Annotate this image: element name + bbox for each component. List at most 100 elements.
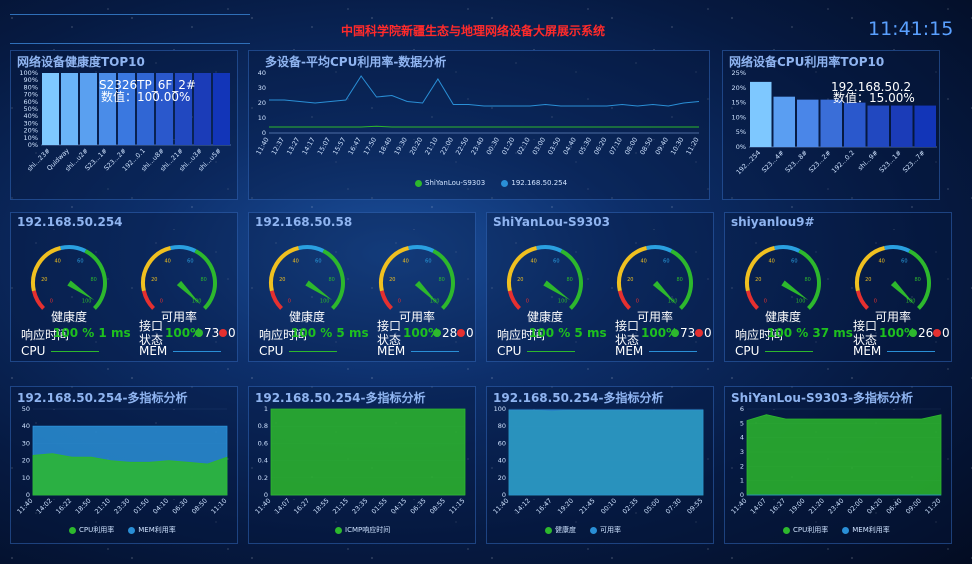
legend-item[interactable]: MEM利用率 [842, 526, 890, 534]
gauge-arc [908, 249, 931, 310]
x-tick-label: 02:00 [846, 497, 865, 516]
panel-title: 192.168.50.254-多指标分析 [493, 391, 664, 405]
y-tick-label: 20% [24, 127, 38, 135]
x-tick-label: 23:40 [827, 497, 846, 516]
device-gauges: 0 20 40 60 80 100 0 20 40 60 80 100 [745, 245, 931, 310]
port-status-value: 100% [165, 326, 203, 340]
y-tick-label: 25% [732, 69, 746, 77]
panel-multi-metric-0: 192.168.50.254-多指标分析 0 10 20 30 40 50 11:40 14:0… [10, 386, 238, 544]
panel-health-top10: 网络设备健康度TOP10 0% 10% 20% 30% 40% 50% 60% 70% 80% 9… [10, 50, 238, 200]
gauge-tick-label: 60 [425, 259, 431, 265]
chart-legend[interactable]: 健康度 可用率 [545, 525, 635, 535]
y-tick-label: 4 [740, 434, 744, 442]
gauge-tick-label: 0 [50, 299, 53, 305]
bar [175, 73, 192, 145]
gauge-tick-label: 20 [865, 277, 871, 283]
legend-dot-icon [842, 526, 850, 534]
y-tick-label: 0.8 [258, 422, 268, 430]
x-tick-label: 08:50 [638, 136, 654, 156]
y-tick-label: 0% [736, 143, 746, 151]
x-tick-label: 11:40 [254, 497, 273, 516]
y-tick-label: 5% [736, 128, 746, 136]
x-tick-label: 10:30 [669, 136, 685, 156]
gauge-arc [170, 245, 197, 253]
chart-legend[interactable]: ShiYanLou-S9303 192.168.50.254 [415, 179, 581, 187]
y-tick-label: 0 [740, 491, 744, 499]
gauge-tick-label: 20 [627, 277, 633, 283]
y-tick-label: 50% [24, 105, 38, 113]
legend-item[interactable]: MEM利用率 [128, 526, 176, 534]
legend-label: MEM利用率 [852, 526, 890, 534]
gauge-tick-label: 0 [764, 299, 767, 305]
gauge-tick-label: 40 [768, 259, 774, 265]
legend-dot-icon [415, 179, 422, 187]
resp-time-value: 100 % 5 ms [529, 326, 607, 340]
page-title: 中国科学院新疆生态与地理网络设备大屏展示系统 [340, 24, 605, 38]
x-tick-label: 04:15 [389, 497, 408, 516]
x-tick-label: 04:20 [865, 497, 884, 516]
x-tick-label: 16:27 [768, 497, 787, 516]
gauge-needle [781, 280, 809, 301]
gauge-arc [745, 246, 776, 292]
x-tick-label: 14:17 [301, 136, 317, 156]
port-status-label: 接口状态 [139, 319, 164, 347]
port-up-count: 28 [442, 326, 458, 340]
gauge-tick-label: 80 [677, 277, 683, 283]
mem-bar [887, 351, 935, 352]
x-tick-label: 00:30 [485, 136, 501, 156]
x-tick-label: 17:50 [362, 136, 378, 156]
mem-label: MEM [139, 344, 168, 358]
gauge-arc [507, 246, 538, 292]
panel-device-3: shiyanlou9# 0 20 40 60 80 100 0 20 40 60 80 100 健康度 可用… [724, 212, 952, 362]
gauge-tick-label: 40 [54, 259, 60, 265]
gauge-arc [884, 245, 911, 253]
x-tick-label: 06:20 [592, 136, 608, 156]
legend-label: CPU利用率 [793, 526, 829, 534]
multi-metric-area-chart: 0 20 40 60 80 100 11:40 14:12 16:47 19:20 21:45 00:… [492, 405, 705, 516]
legend-dot-icon [783, 526, 790, 534]
mem-bar [649, 351, 697, 352]
gauge-needle [176, 280, 201, 305]
legend-item[interactable]: CPU利用率 [783, 526, 828, 534]
x-tick-label: S23...4# [760, 149, 786, 175]
cpu-bar [765, 351, 813, 352]
gauge-tick-label: 80 [915, 277, 921, 283]
x-tick-label: 05:00 [642, 497, 661, 516]
gauge-tick-label: 40 [292, 259, 298, 265]
x-tick-label: 16:27 [292, 497, 311, 516]
chart-tooltip-value: 数值：100.00% [101, 90, 191, 104]
legend-dot-icon [335, 526, 342, 534]
gauge-tick-label: 100 [558, 299, 568, 305]
legend-item[interactable]: 192.168.50.254 [501, 179, 567, 187]
x-tick-label: 11:10 [210, 497, 229, 516]
legend-item[interactable]: 可用率 [590, 526, 621, 534]
bar [42, 73, 59, 145]
legend-item[interactable]: ShiYanLou-S9303 [415, 179, 485, 187]
x-tick-label: 04:10 [151, 497, 170, 516]
chart-legend[interactable]: ICMP响应时间 [335, 525, 404, 535]
health-label: 健康度 [289, 310, 326, 324]
gauge-tick-label: 40 [640, 259, 646, 265]
legend-item[interactable]: 健康度 [545, 526, 576, 534]
legend-dot-icon [69, 526, 76, 534]
port-up-icon [909, 329, 917, 337]
chart-legend[interactable]: CPU利用率 MEM利用率 [69, 525, 190, 535]
gauge-arc [60, 245, 87, 253]
gauge-tick-label: 20 [389, 277, 395, 283]
series-area [508, 409, 704, 496]
bar [61, 73, 78, 145]
port-status-value: 100% [879, 326, 917, 340]
health-label: 健康度 [765, 310, 802, 324]
series-area [746, 414, 942, 496]
panel-device-1: 192.168.50.58 0 20 40 60 80 100 0 20 40 60 80 100 健康度… [248, 212, 476, 362]
cpu-label: CPU [497, 344, 522, 358]
chart-legend[interactable]: CPU利用率 MEM利用率 [783, 525, 904, 535]
y-tick-label: 0.4 [258, 457, 268, 465]
x-tick-label: 08:50 [190, 497, 209, 516]
gauge-arc [855, 290, 870, 310]
legend-item[interactable]: CPU利用率 [69, 526, 114, 534]
x-tick-label: 08:00 [623, 136, 639, 156]
gauge-tick-label: 0 [398, 299, 401, 305]
legend-item[interactable]: ICMP响应时间 [335, 526, 390, 534]
